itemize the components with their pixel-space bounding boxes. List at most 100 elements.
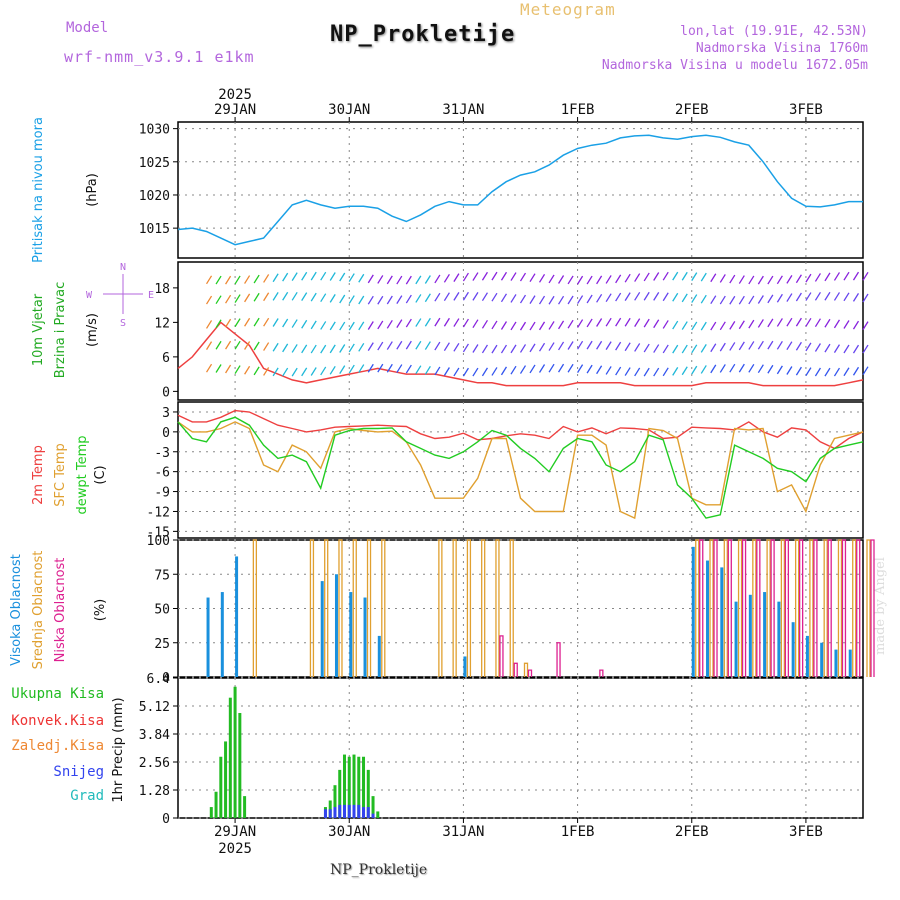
wind-barb-0-74 bbox=[529, 273, 536, 283]
precip-total-bar-11 bbox=[338, 769, 342, 818]
wind-barb-4-24 bbox=[291, 367, 298, 377]
wind-barb-3-98 bbox=[643, 343, 650, 353]
wind-barb-0-64 bbox=[481, 271, 488, 281]
precip-legend-4: Grad bbox=[70, 788, 104, 804]
wind-barb-2-104 bbox=[672, 320, 679, 330]
wind-barb-0-10 bbox=[225, 275, 232, 285]
wind-barb-2-68 bbox=[500, 321, 508, 330]
wind-barb-4-66 bbox=[491, 367, 498, 376]
wind-barb-2-128 bbox=[786, 317, 793, 327]
ytick-label-precip-1: 5.12 bbox=[139, 700, 170, 715]
wind-barb-4-62 bbox=[472, 367, 479, 377]
precip-total-bar-17 bbox=[366, 769, 370, 818]
bottom-axis-label-1: 30JAN bbox=[328, 824, 370, 840]
wind-barb-1-94 bbox=[624, 292, 631, 301]
ytick-label-pressure-1: 1025 bbox=[139, 156, 170, 171]
wind-barb-3-78 bbox=[548, 342, 555, 351]
wind-barb-1-60 bbox=[462, 291, 469, 301]
wind-barb-1-62 bbox=[472, 292, 479, 301]
wind-barb-4-6 bbox=[205, 363, 213, 373]
wind-barb-2-94 bbox=[624, 317, 631, 327]
ytick-label-wind-0: 18 bbox=[154, 282, 170, 297]
wind-barb-1-114 bbox=[719, 295, 726, 305]
cloud-high-bar-40 bbox=[748, 594, 752, 677]
wind-barb-2-32 bbox=[329, 321, 336, 331]
wind-barb-2-142 bbox=[852, 320, 860, 330]
wind-barb-0-98 bbox=[643, 272, 650, 282]
wind-barb-3-96 bbox=[634, 343, 641, 352]
wind-barb-0-62 bbox=[472, 272, 479, 281]
precip-legend-2: Zaledj.Kisa bbox=[11, 738, 104, 754]
wind-barb-0-108 bbox=[691, 272, 698, 281]
wind-barb-4-134 bbox=[814, 367, 821, 377]
precip-total-bar-1 bbox=[214, 791, 218, 818]
cloud-mid-bar-42 bbox=[780, 539, 786, 677]
wind-barb-2-40 bbox=[367, 321, 374, 330]
wind-barb-4-118 bbox=[738, 363, 745, 373]
wind-barb-0-52 bbox=[424, 275, 431, 284]
wind-barb-0-28 bbox=[310, 271, 317, 281]
wind-barb-1-66 bbox=[491, 292, 498, 302]
cloud-high-bar-10 bbox=[320, 581, 324, 677]
wind-barb-1-68 bbox=[500, 293, 508, 303]
wind-barb-0-50 bbox=[415, 275, 422, 285]
wind-barb-1-100 bbox=[653, 292, 660, 301]
wind-barb-2-60 bbox=[462, 318, 469, 328]
wind-barb-1-10 bbox=[225, 294, 232, 304]
wind-barb-2-6 bbox=[205, 320, 213, 329]
wind-barb-4-92 bbox=[615, 366, 622, 376]
ytick-label-precip-0: 6.4 bbox=[147, 672, 171, 687]
wind-barb-1-88 bbox=[596, 293, 603, 303]
wind-barb-3-54 bbox=[434, 341, 441, 351]
wind-barb-2-38 bbox=[358, 321, 365, 331]
wind-barb-0-142 bbox=[852, 271, 860, 281]
precip-total-bar-15 bbox=[357, 756, 361, 818]
wind-barb-1-42 bbox=[377, 295, 384, 305]
wind-barb-2-46 bbox=[396, 319, 403, 328]
wind-barb-2-126 bbox=[776, 318, 783, 327]
cloud-low-bar-46 bbox=[841, 539, 847, 677]
wind-barb-3-132 bbox=[805, 342, 812, 352]
cloud-low-bar-40 bbox=[756, 539, 761, 677]
wind-barb-4-90 bbox=[605, 366, 612, 375]
bottom-axis-label-4: 2FEB bbox=[675, 824, 709, 840]
cloud-mid-bar-18 bbox=[438, 539, 443, 677]
wind-barb-3-130 bbox=[795, 341, 802, 351]
wind-barb-4-124 bbox=[767, 364, 774, 374]
wind-barb-3-52 bbox=[424, 341, 431, 350]
wind-barb-0-86 bbox=[586, 275, 593, 285]
cloud-low-bar-37 bbox=[713, 539, 718, 677]
precip-total-bar-12 bbox=[342, 754, 346, 818]
wind-barb-2-62 bbox=[472, 319, 479, 329]
compass-label-e: E bbox=[148, 290, 154, 301]
wind-barb-4-108 bbox=[691, 365, 698, 375]
wind-barb-0-76 bbox=[538, 273, 546, 283]
wind-barb-0-102 bbox=[662, 271, 669, 281]
wind-ylabel-1: Brzina i Pravac bbox=[53, 282, 68, 379]
wind-barb-2-134 bbox=[814, 318, 821, 328]
wind-barb-1-116 bbox=[729, 295, 736, 305]
wind-barb-3-112 bbox=[710, 343, 717, 353]
wind-barb-2-42 bbox=[377, 320, 384, 330]
cloud-high-bar-42 bbox=[777, 601, 781, 677]
wind-barb-1-74 bbox=[529, 295, 536, 304]
precip-total-bar-16 bbox=[362, 756, 366, 818]
precip-snow-bar-12 bbox=[342, 804, 346, 818]
wind-barb-4-136 bbox=[824, 367, 831, 377]
wind-barb-0-116 bbox=[729, 274, 736, 284]
temp-2m-line bbox=[177, 409, 864, 450]
wind-barb-2-12 bbox=[234, 318, 241, 327]
wind-barb-4-10 bbox=[225, 364, 232, 374]
wind-barb-0-26 bbox=[301, 271, 308, 281]
wind-barb-0-20 bbox=[272, 273, 279, 283]
wind-barb-3-100 bbox=[653, 344, 660, 353]
precip-legend-1: Konvek.Kisa bbox=[11, 713, 104, 729]
cloud-low-bar-29 bbox=[599, 669, 604, 677]
wind-barb-2-30 bbox=[320, 321, 327, 330]
wind-barb-2-88 bbox=[596, 318, 603, 327]
precip-total-bar-13 bbox=[347, 756, 351, 818]
wind-barb-0-144 bbox=[862, 271, 869, 281]
cloud-low-bar-24 bbox=[527, 669, 533, 677]
wind-barb-4-80 bbox=[558, 363, 565, 373]
wind-barb-2-120 bbox=[748, 319, 755, 329]
